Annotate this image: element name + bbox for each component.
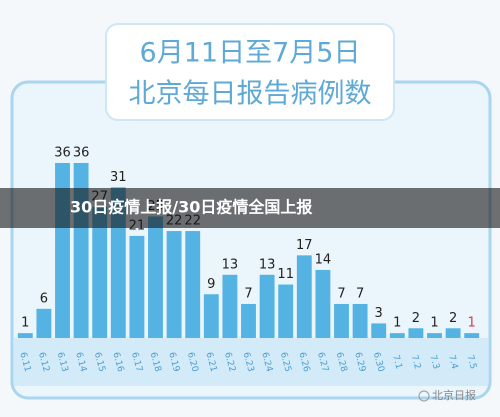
- value-label: 2: [412, 311, 420, 326]
- value-label: 7: [356, 286, 364, 301]
- x-tick-label: 7.4: [446, 354, 459, 371]
- value-label: 14: [315, 252, 332, 267]
- value-label: 9: [207, 277, 215, 292]
- watermark-icon: [418, 390, 430, 402]
- chart-subtitle: 北京每日报告病例数: [129, 79, 372, 110]
- bar: [203, 294, 219, 338]
- bars: 16.1166.12366.13366.14276.15316.16216.17…: [17, 146, 480, 373]
- value-label: 1: [21, 316, 29, 331]
- caption-banner: [0, 188, 500, 228]
- value-label: 7: [337, 286, 345, 301]
- bar: [352, 303, 368, 338]
- bar: [241, 303, 256, 338]
- x-tick-label: 7.5: [465, 354, 478, 370]
- x-tick-label: 7.2: [409, 354, 422, 370]
- bar: [408, 328, 424, 338]
- bar: [92, 206, 108, 338]
- value-label: 36: [73, 146, 90, 161]
- value-label: 7: [244, 286, 252, 301]
- value-label: 13: [259, 257, 276, 272]
- bar: [166, 231, 182, 338]
- value-label: 1: [468, 316, 476, 331]
- bar: [278, 284, 294, 338]
- bar: [371, 323, 387, 338]
- value-label: 1: [393, 316, 401, 331]
- value-label: 6: [40, 291, 48, 306]
- bar: [148, 216, 163, 338]
- bar: [445, 328, 461, 338]
- value-label: 3: [375, 306, 383, 321]
- bar: [129, 235, 145, 338]
- bar: [36, 308, 52, 338]
- chart-title: 6月11日至7月5日: [140, 38, 361, 69]
- value-label: 17: [296, 238, 313, 253]
- title-card: [105, 23, 395, 121]
- bar: [334, 303, 349, 338]
- x-tick-label: 7.1: [390, 354, 403, 370]
- bar: [222, 274, 238, 338]
- value-label: 13: [222, 257, 239, 272]
- date-strip: [14, 338, 488, 386]
- bar: [185, 231, 201, 338]
- overlay-caption: 30日疫情上报/30日疫情全国上报: [70, 198, 312, 217]
- value-label: 31: [110, 170, 127, 185]
- value-label: 2: [449, 311, 457, 326]
- bar: [464, 333, 480, 338]
- bar: [259, 274, 275, 338]
- bar: [17, 333, 33, 338]
- value-label: 1: [430, 316, 438, 331]
- bar: [296, 255, 312, 338]
- value-label: 11: [277, 267, 294, 282]
- x-tick-label: 7.3: [427, 354, 440, 370]
- bar: [427, 333, 442, 338]
- watermark: 北京日报: [432, 388, 476, 402]
- value-label: 36: [54, 146, 71, 161]
- bar: [389, 333, 405, 338]
- bar: [315, 269, 331, 338]
